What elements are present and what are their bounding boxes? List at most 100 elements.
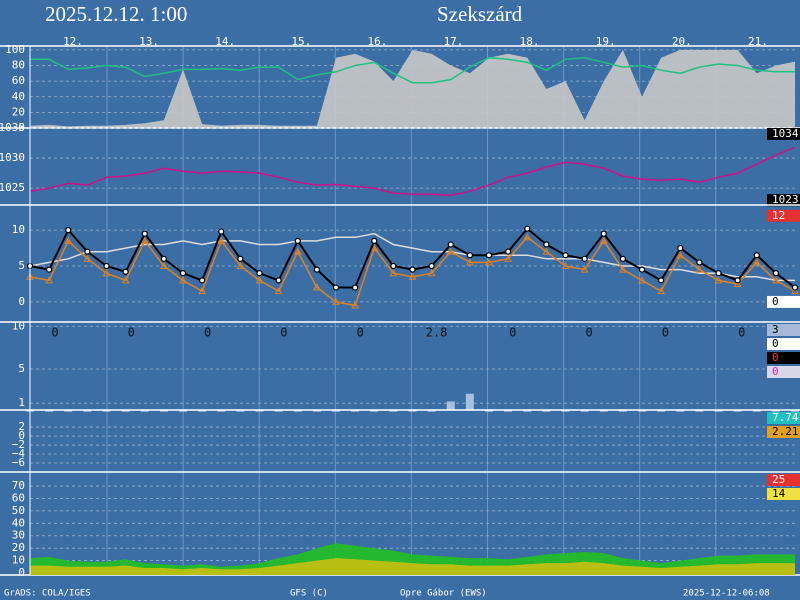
footer-issued: 2025-12-12-06:08 <box>683 589 770 599</box>
side-label-box <box>767 474 800 486</box>
point <box>791 284 799 291</box>
precip-bar <box>485 410 493 412</box>
side-label-box <box>767 295 800 308</box>
daily-total: 0 <box>357 326 364 340</box>
point <box>256 270 263 277</box>
triangle <box>179 276 187 284</box>
precip-bar <box>580 410 589 412</box>
point <box>84 248 91 255</box>
y-tick-label: 50 <box>12 504 25 517</box>
location: Szekszárd <box>437 2 523 26</box>
point <box>428 262 435 270</box>
side-label-box <box>767 338 800 350</box>
precip-bar <box>179 410 187 412</box>
daily-total: 0 <box>585 326 592 340</box>
triangle <box>580 265 589 273</box>
precip-bar <box>332 410 340 412</box>
point <box>734 277 741 284</box>
y-tick-label: 20 <box>12 541 25 554</box>
triangle <box>389 269 398 277</box>
precip-bar <box>446 401 455 410</box>
area <box>30 558 795 575</box>
side-label: 25 <box>772 473 785 486</box>
daily-total: 0 <box>509 326 516 340</box>
side-label: 3 <box>772 323 779 336</box>
daily-total: 0 <box>738 326 745 340</box>
point <box>485 252 493 259</box>
precip-bar <box>504 410 513 412</box>
side-label: 1034 <box>772 127 799 140</box>
y-tick-label: −6 <box>12 456 25 469</box>
point <box>581 255 588 262</box>
triangle <box>236 261 245 270</box>
triangle <box>733 279 742 287</box>
y-tick-label: 20 <box>12 105 25 118</box>
side-label-box <box>767 488 800 500</box>
precip-bar <box>102 410 111 412</box>
triangle <box>599 236 608 244</box>
area <box>30 49 795 128</box>
triangle <box>198 287 206 295</box>
side-label-box <box>767 412 800 424</box>
day-label: 18. <box>520 35 540 48</box>
triangle <box>676 251 685 259</box>
y-tick-label: 1030 <box>0 151 25 164</box>
point <box>65 227 72 234</box>
side-label-box <box>767 194 800 207</box>
daily-total: 0 <box>662 326 669 340</box>
precip-bar <box>274 410 283 412</box>
side-label: 12 <box>772 209 785 222</box>
point <box>199 277 206 284</box>
point <box>390 262 397 270</box>
point <box>772 270 779 277</box>
y-tick-label: 60 <box>12 491 25 504</box>
day-label: 16. <box>367 35 387 48</box>
precip-bar <box>121 410 130 412</box>
triangle <box>121 276 130 284</box>
triangle <box>466 258 474 266</box>
point <box>218 228 225 235</box>
point <box>543 241 550 248</box>
point <box>524 225 531 232</box>
y-tick-label: 0 <box>18 295 25 308</box>
y-tick-label: 40 <box>12 516 25 529</box>
precip-bar <box>752 410 761 412</box>
precip-bar <box>733 410 742 412</box>
point <box>275 277 282 284</box>
precip-bar <box>465 393 474 410</box>
y-tick-label: 0 <box>18 429 25 442</box>
triangle <box>638 276 646 284</box>
y-tick-label: 70 <box>12 479 25 492</box>
precip-bar <box>791 410 799 412</box>
y-tick-label: 30 <box>12 529 25 542</box>
y-tick-label: 100 <box>5 43 25 56</box>
precip-bar <box>427 410 436 412</box>
day-label: 21. <box>748 35 768 48</box>
precip-bar <box>351 410 360 412</box>
daily-total: 0 <box>280 326 287 340</box>
point <box>562 252 569 259</box>
triangle <box>427 269 436 277</box>
daily-total: 2.8 <box>426 326 448 340</box>
precip-bar <box>140 410 149 412</box>
point <box>619 255 626 262</box>
triangle <box>752 258 761 266</box>
point <box>409 266 416 273</box>
triangle <box>619 265 627 273</box>
point <box>313 266 320 273</box>
side-label: 0 <box>772 295 779 308</box>
precip-bar <box>771 410 780 412</box>
precip-bar <box>293 410 302 412</box>
point <box>122 268 129 275</box>
triangle <box>140 236 149 244</box>
triangle <box>217 236 226 244</box>
point <box>237 255 244 262</box>
y-tick-label: 2 <box>18 420 25 433</box>
triangle <box>332 297 340 305</box>
triangle <box>255 276 264 284</box>
triangle <box>160 261 168 270</box>
point <box>103 262 110 270</box>
precip-bar <box>638 410 646 412</box>
footer-model: GFS (C) <box>290 589 328 599</box>
